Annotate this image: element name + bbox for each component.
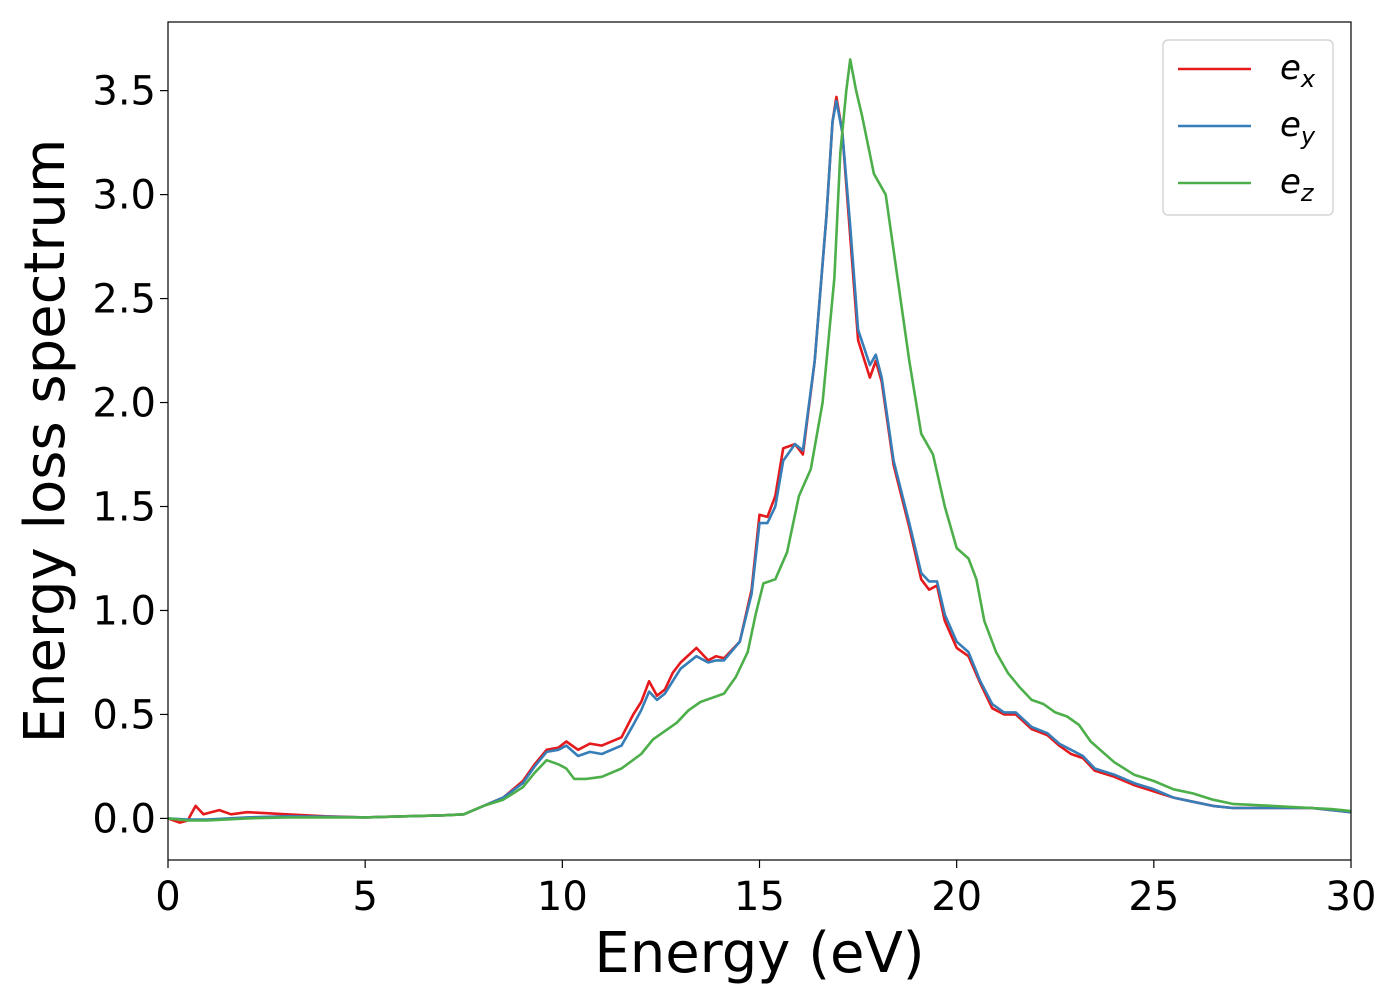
y-tick-label: 3.5 — [92, 69, 156, 115]
y-tick-label: 1.0 — [92, 588, 156, 634]
x-tick-label: 10 — [537, 874, 588, 920]
x-axis: 0 5 10 15 20 25 30 — [155, 860, 1376, 920]
x-tick-label: 5 — [352, 874, 377, 920]
x-axis-title: Energy (eV) — [594, 921, 924, 986]
y-axis: 0.0 0.5 1.0 1.5 2.0 2.5 3.0 3.5 — [92, 69, 168, 842]
legend-label-x: ex — [1280, 48, 1316, 93]
y-axis-title: Energy loss spectrum — [13, 139, 78, 744]
x-tick-label: 15 — [734, 874, 785, 920]
x-tick-label: 25 — [1128, 874, 1179, 920]
y-tick-label: 0.5 — [92, 692, 156, 738]
series-layer — [167, 58, 1352, 824]
y-tick-label: 3.0 — [92, 173, 156, 219]
x-tick-label: 0 — [155, 874, 180, 920]
legend-box — [1162, 39, 1334, 216]
legend-label-y: ey — [1280, 105, 1316, 150]
x-tick-label: 20 — [931, 874, 982, 920]
legend-label-z: ez — [1280, 162, 1315, 207]
y-tick-label: 1.5 — [92, 485, 156, 531]
legend: ex ey ez — [1162, 39, 1334, 216]
series-line-y — [167, 99, 1352, 821]
y-tick-label: 2.0 — [92, 381, 156, 427]
x-tick-label: 30 — [1326, 874, 1377, 920]
y-tick-label: 2.5 — [92, 277, 156, 323]
y-tick-label: 0.0 — [92, 796, 156, 842]
series-line-z — [167, 58, 1352, 822]
